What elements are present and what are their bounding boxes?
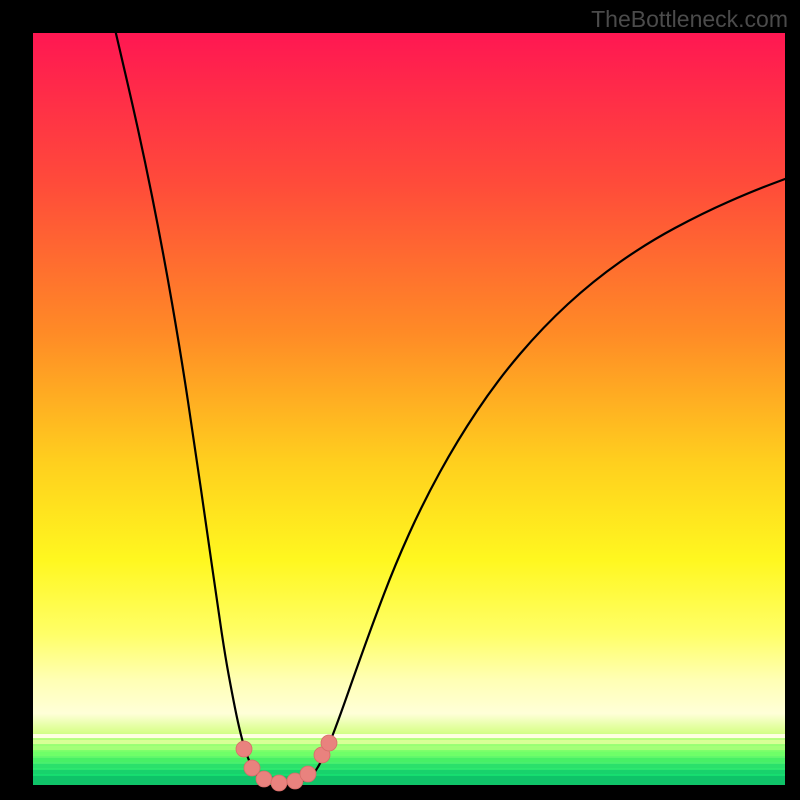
chart-svg [33, 33, 785, 785]
data-marker [236, 741, 252, 757]
chart-frame: TheBottleneck.com [0, 0, 800, 800]
plot-area [33, 33, 785, 785]
bottleneck-curve [114, 25, 793, 784]
data-marker [256, 771, 272, 787]
data-marker [321, 735, 337, 751]
watermark-text: TheBottleneck.com [591, 6, 788, 33]
data-marker [271, 775, 287, 791]
data-marker [300, 766, 316, 782]
